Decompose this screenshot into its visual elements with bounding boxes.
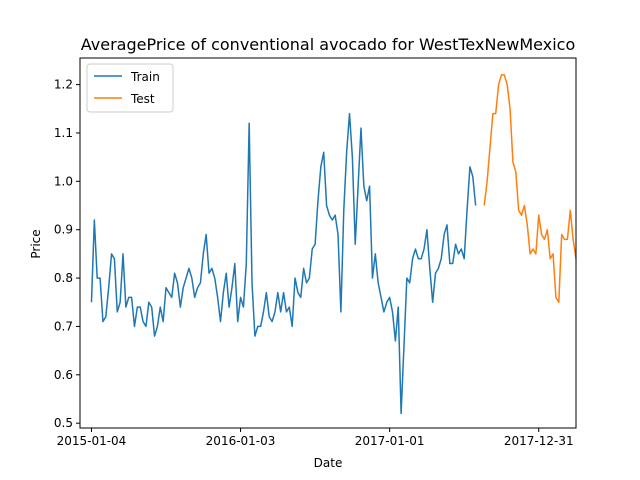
y-tick-label: 0.9 [54,223,73,237]
x-tick-label: 2017-01-01 [355,434,425,448]
x-axis-label: Date [314,456,343,470]
x-tick-label: 2016-01-03 [206,434,276,448]
legend-label-train: Train [130,70,160,84]
y-tick-label: 1.0 [54,174,73,188]
legend-label-test: Test [130,92,155,106]
y-tick-label: 0.8 [54,271,73,285]
y-axis-label: Price [29,229,43,258]
series-line-test [483,74,577,303]
x-tick-label: 2017-12-31 [504,434,574,448]
y-tick-label: 0.7 [54,319,73,333]
y-tick-label: 1.2 [54,78,73,92]
y-tick-label: 0.5 [54,416,73,430]
axes-frame [79,57,577,429]
series-line-train [90,112,477,415]
legend: Train Test [86,63,174,113]
y-tick-label: 1.1 [54,126,73,140]
plot-area: 2015-01-04 2016-01-03 2017-01-01 2017-12-31… [54,57,577,448]
chart-title: AveragePrice of conventional avocado for… [81,35,575,54]
legend-box [86,63,174,113]
y-tick-label: 0.6 [54,368,73,382]
x-tick-label: 2015-01-04 [57,434,127,448]
